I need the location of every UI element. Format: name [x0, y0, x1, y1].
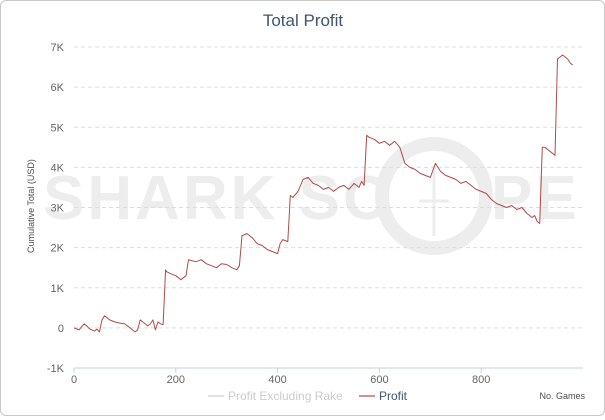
legend-item-profit-excluding-rake[interactable]: Profit Excluding Rake [208, 389, 343, 403]
y-tick-label: -1K [47, 363, 65, 375]
y-tick-label: 4K [51, 162, 65, 174]
series-line-profit [73, 54, 574, 333]
x-axis-label: No. Games [539, 391, 585, 401]
x-tick-label: 400 [268, 374, 286, 386]
series-group [73, 54, 574, 333]
y-tick-label: 2K [51, 243, 65, 255]
x-tick-label: 600 [370, 374, 388, 386]
y-axis-label: Cumulative Total (USD) [26, 159, 36, 253]
watermark: SHARK SC PE [43, 137, 580, 255]
x-axis-ticks: 0 200 400 600 800 [71, 368, 490, 386]
x-tick-label: 200 [167, 374, 185, 386]
y-tick-label: 5K [51, 122, 65, 134]
legend-label-profit-excluding-rake: Profit Excluding Rake [228, 389, 343, 403]
chart-title: Total Profit [263, 11, 344, 30]
y-tick-label: 6K [51, 82, 65, 94]
y-tick-label: 1K [51, 283, 65, 295]
legend: Profit Excluding Rake Profit [208, 389, 408, 403]
y-tick-label: 3K [51, 203, 65, 215]
y-tick-label: 0 [58, 323, 64, 335]
legend-item-profit[interactable]: Profit [359, 389, 408, 403]
legend-label-profit: Profit [379, 389, 408, 403]
y-tick-label: 7K [51, 42, 65, 54]
x-tick-label: 0 [71, 374, 77, 386]
y-axis-ticks: -1K 0 1K 2K 3K 4K 5K 6K 7K [47, 42, 65, 375]
x-tick-label: 800 [472, 374, 490, 386]
svg-text:SHARK SC: SHARK SC [43, 164, 391, 233]
svg-text:PE: PE [491, 164, 580, 233]
